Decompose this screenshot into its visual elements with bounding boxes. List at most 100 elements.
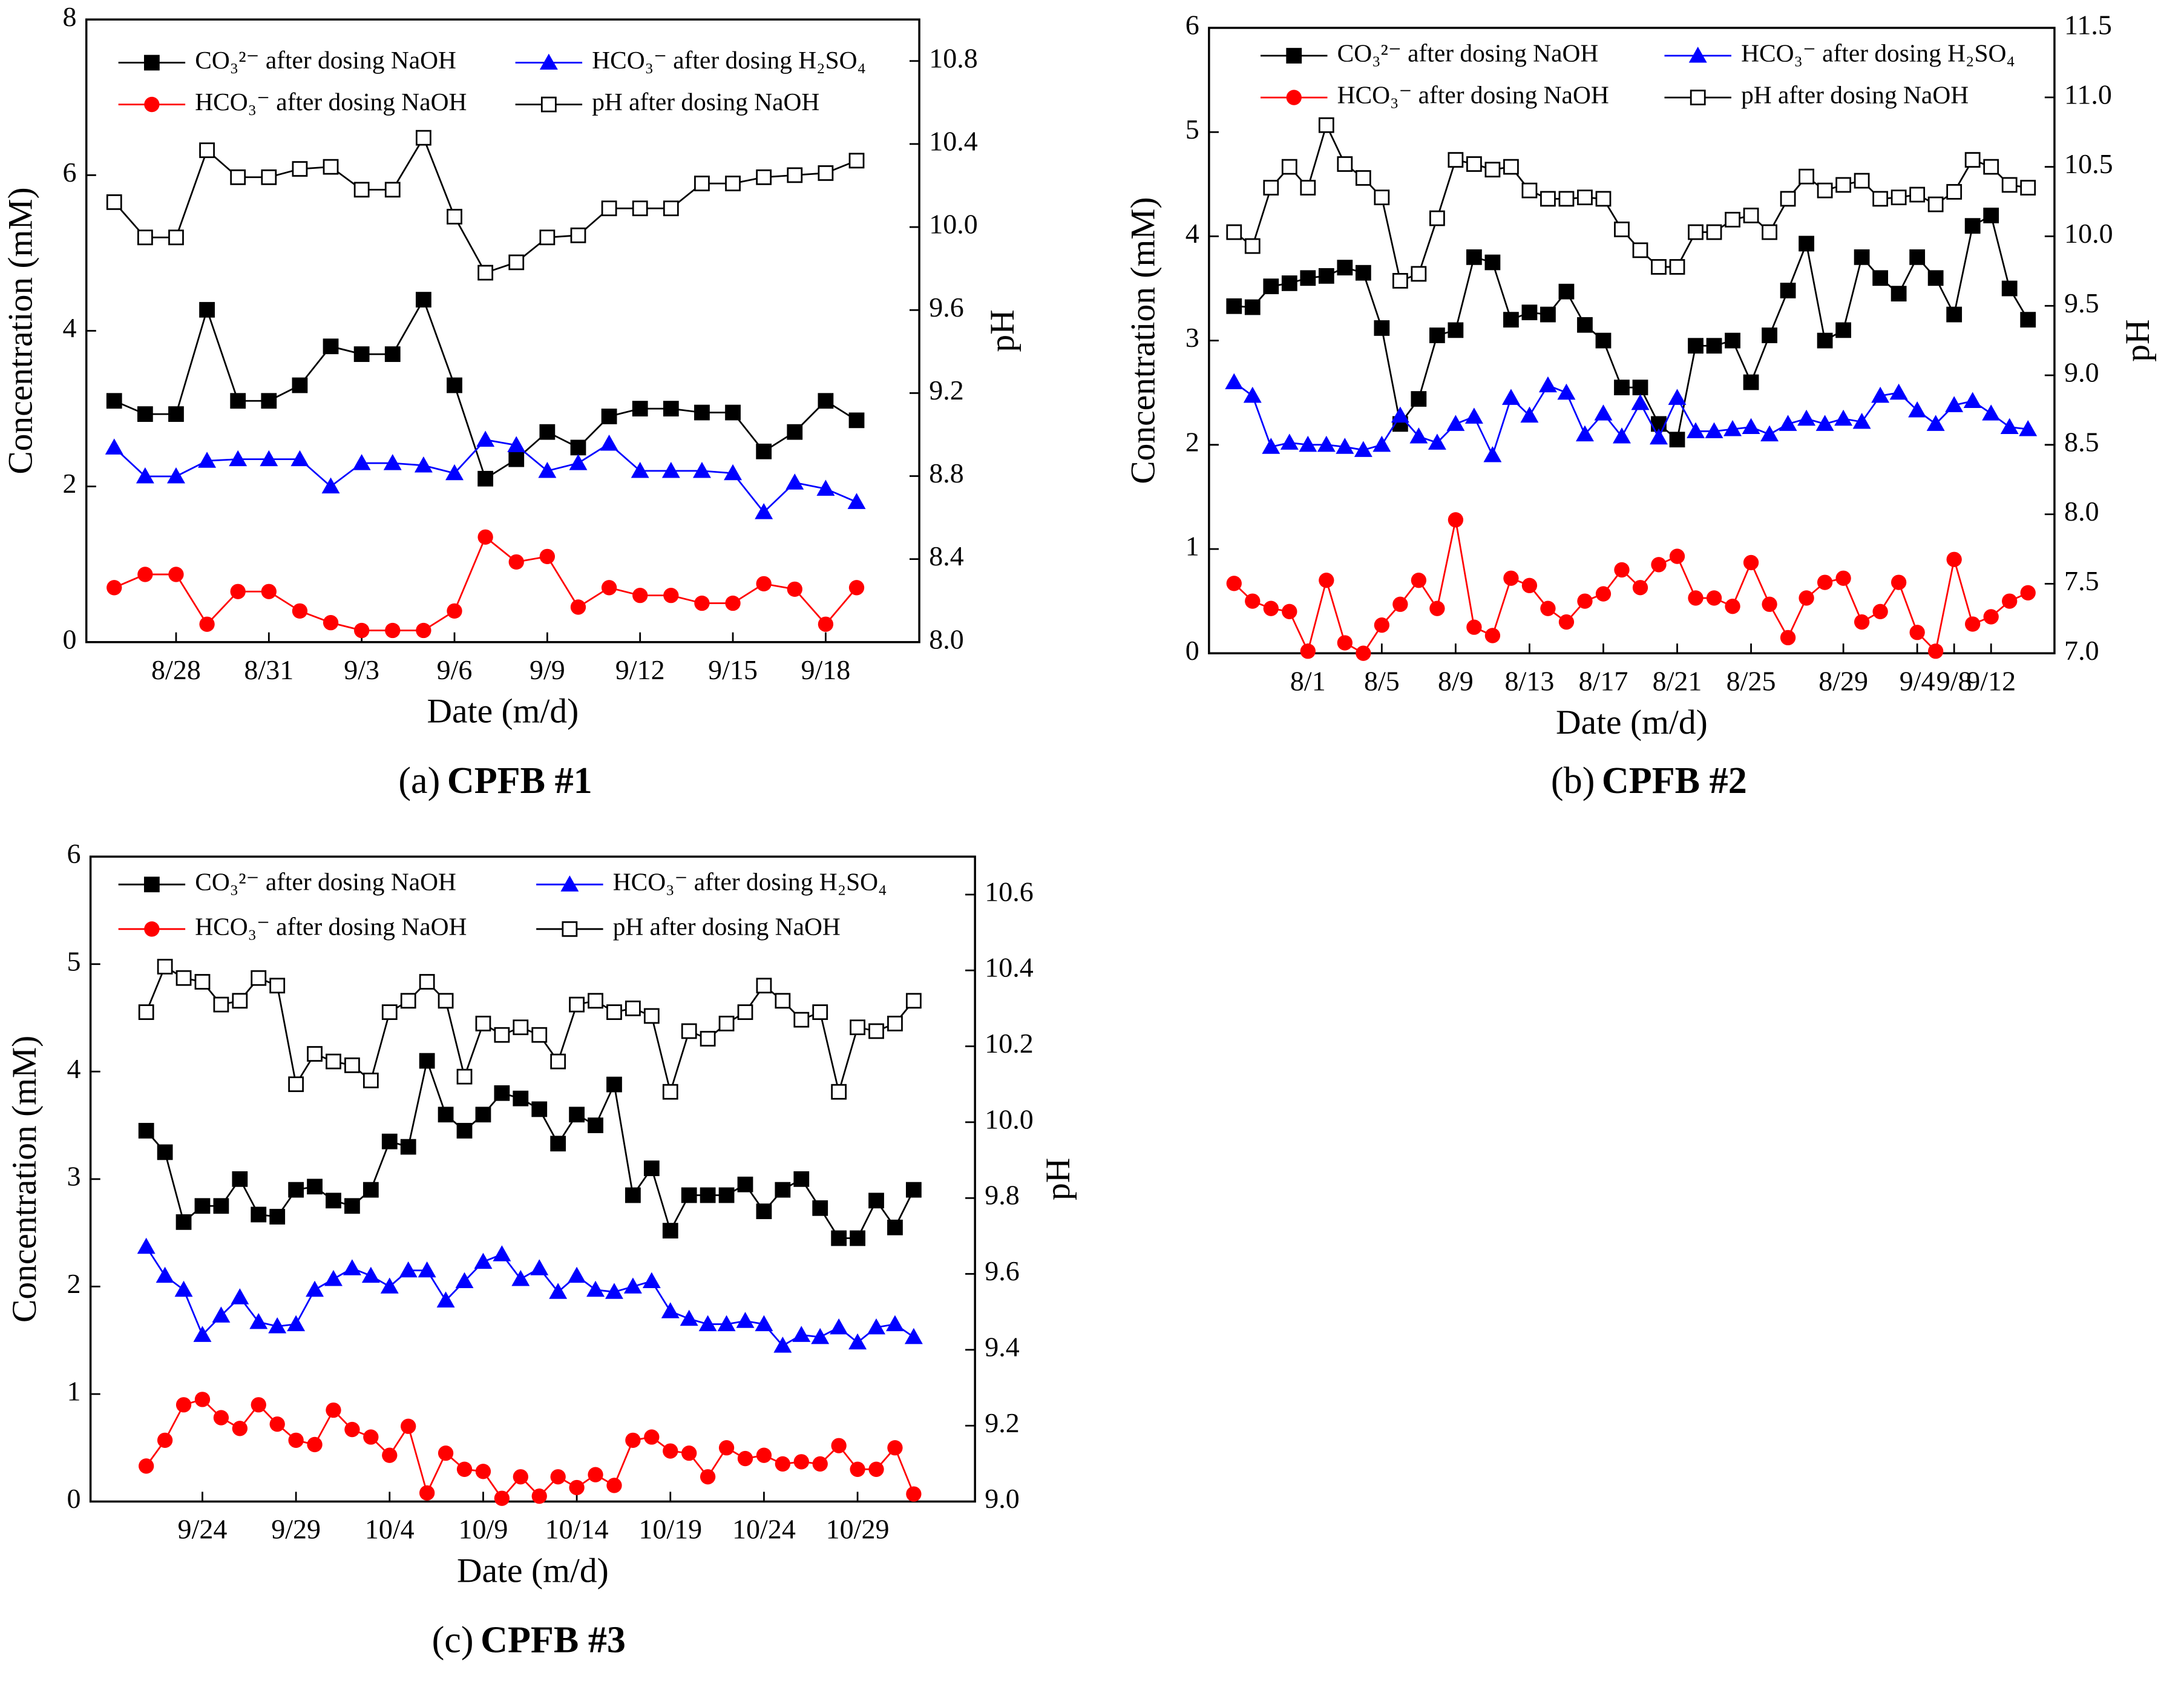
marker (1317, 435, 1336, 452)
marker (384, 346, 401, 362)
marker (775, 1182, 791, 1198)
legend-entry: pH after dosing NaOH (515, 88, 819, 116)
marker (455, 1272, 474, 1289)
marker (539, 424, 556, 440)
marker (1391, 406, 1409, 423)
marker (600, 434, 618, 451)
x-tick-label: 8/28 (151, 654, 201, 685)
marker (2001, 177, 2018, 193)
marker (477, 529, 493, 545)
marker (550, 1136, 566, 1152)
marker (137, 229, 153, 246)
legend-marker (144, 96, 160, 113)
marker (362, 1182, 379, 1198)
marker (1964, 152, 1981, 168)
marker (2001, 280, 2018, 297)
marker (381, 1004, 398, 1020)
marker (698, 1315, 717, 1332)
marker (606, 1478, 622, 1493)
marker (1577, 593, 1593, 609)
x-tick-label: 9/6 (437, 654, 473, 685)
marker (494, 1085, 510, 1101)
marker (1964, 218, 1981, 234)
marker (477, 265, 494, 281)
marker (755, 1315, 773, 1332)
marker (681, 1187, 697, 1203)
marker (232, 993, 248, 1009)
marker (818, 393, 834, 409)
marker (539, 229, 556, 246)
marker (737, 1004, 753, 1020)
marker (1779, 415, 1797, 431)
marker (1854, 614, 1870, 630)
marker (343, 1259, 361, 1275)
y-tick-label: 2 (63, 468, 77, 499)
marker (1245, 593, 1261, 609)
legend-label: HCO₃⁻ after dosing H₂SO₄ (613, 868, 887, 896)
marker (718, 1016, 735, 1031)
y2-axis-title: pH (1039, 1158, 1077, 1200)
marker (107, 580, 122, 596)
marker (287, 1315, 306, 1332)
marker (1448, 512, 1464, 528)
x-tick-label: 9/12 (615, 654, 665, 685)
y2-tick-label: 9.6 (985, 1255, 1020, 1286)
marker (1428, 433, 1446, 450)
marker (1464, 407, 1483, 424)
marker (1243, 386, 1262, 403)
y2-tick-label: 9.2 (985, 1407, 1020, 1438)
marker (724, 464, 743, 481)
chart: 0 1 2 3 4 5 6 7.0 7.5 8.0 8.5 9.0 9.5 10.0 10.5 11.0 11.… (1124, 10, 2156, 801)
marker (326, 1192, 341, 1209)
marker (382, 1447, 398, 1463)
marker (1965, 616, 1981, 632)
marker (1632, 380, 1648, 395)
marker (168, 567, 184, 582)
marker (362, 1073, 379, 1088)
y2-tick-label: 10.4 (985, 952, 1034, 983)
marker (106, 393, 122, 409)
marker (625, 1432, 641, 1449)
y2-tick-label: 10.2 (985, 1028, 1034, 1059)
marker (755, 503, 773, 519)
y-tick-label: 6 (67, 838, 80, 869)
y2-tick-label: 10.8 (929, 42, 978, 73)
legend-label: pH after dosing NaOH (592, 88, 819, 116)
y-tick-label: 6 (1185, 10, 1199, 41)
marker (1466, 249, 1482, 265)
marker (606, 1004, 622, 1020)
marker (1743, 554, 1759, 571)
marker (513, 1090, 529, 1107)
marker (818, 616, 834, 632)
legend-marker (143, 877, 160, 893)
series-line (1233, 122, 2028, 282)
marker (268, 1317, 287, 1334)
x-tick-label: 8/29 (1818, 665, 1868, 696)
legend-label: HCO₃⁻ after dosing NaOH (1337, 81, 1609, 109)
marker (1448, 322, 1464, 338)
marker (725, 404, 741, 421)
marker (307, 1179, 323, 1195)
marker (2020, 312, 2036, 328)
marker (1631, 393, 1650, 410)
marker (213, 996, 229, 1013)
marker (1576, 425, 1594, 442)
marker (400, 1139, 416, 1155)
marker (1337, 635, 1353, 651)
marker (681, 1023, 697, 1039)
marker (1743, 374, 1759, 390)
marker (847, 493, 866, 509)
x-tick-label: 8/13 (1505, 665, 1555, 696)
marker (588, 1117, 603, 1133)
marker (812, 1200, 828, 1216)
marker (643, 1160, 660, 1176)
marker (1891, 286, 1907, 302)
marker (605, 1283, 623, 1299)
x-tick-label: 9/9 (530, 654, 565, 685)
series-line (145, 1398, 915, 1500)
caption-label: (c) (432, 1620, 474, 1661)
marker (1725, 332, 1740, 349)
x-axis-title: Date (m/d) (1556, 703, 1708, 742)
x-tick-label: 9/29 (271, 1514, 321, 1545)
marker (363, 1429, 379, 1445)
